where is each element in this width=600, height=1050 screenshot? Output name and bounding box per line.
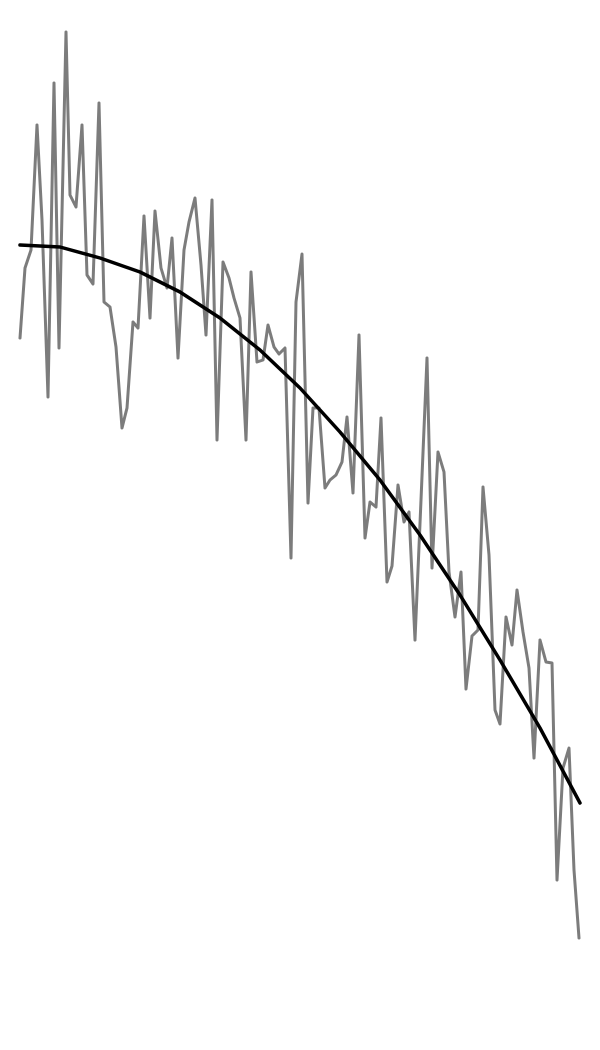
line-series [18,30,581,940]
line-series [18,243,582,805]
